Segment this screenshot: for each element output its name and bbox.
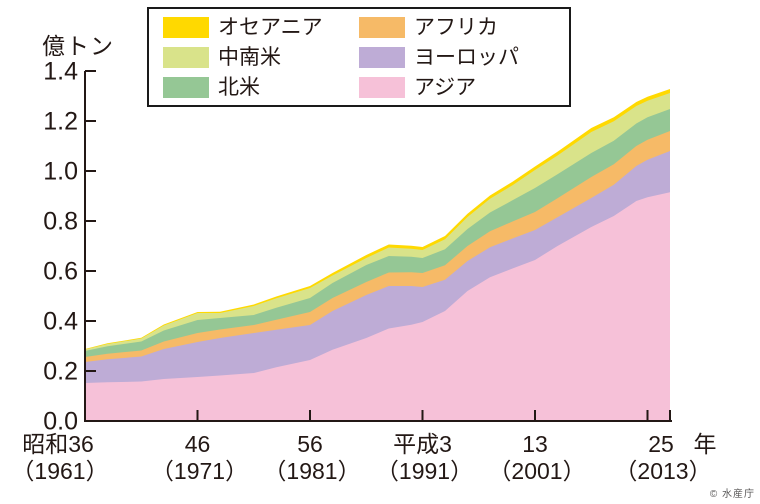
legend-swatch-central_south_america bbox=[163, 46, 209, 68]
legend-label-asia: アジア bbox=[414, 75, 477, 99]
y-tick-label-0.2: 0.2 bbox=[43, 358, 78, 386]
legend-item-oceania: オセアニア bbox=[163, 13, 359, 41]
legend-label-europe: ヨーロッパ bbox=[414, 45, 519, 69]
chart-legend: オセアニア アフリカ中南米 ヨーロッパ北米 アジア bbox=[147, 7, 571, 107]
copyright-credit: © 水産庁 bbox=[709, 489, 755, 500]
x-label-year-1961: （1961） bbox=[11, 458, 108, 484]
x-label-year-1981: （1981） bbox=[263, 458, 360, 484]
x-label-year-2013: （2013） bbox=[614, 458, 711, 484]
x-label-era-1971: 46 bbox=[185, 431, 211, 457]
x-label-year-1991: （1991） bbox=[376, 458, 473, 484]
legend-swatch-north_america bbox=[163, 76, 209, 98]
legend-item-asia: アジア bbox=[359, 73, 563, 101]
x-label-era-1991: 平成3 bbox=[393, 431, 452, 457]
y-tick-label-1.4: 1.4 bbox=[43, 58, 78, 86]
legend-label-oceania: オセアニア bbox=[218, 15, 323, 39]
legend-item-europe: ヨーロッパ bbox=[359, 43, 563, 71]
legend-swatch-europe bbox=[359, 46, 405, 68]
y-tick-label-1.2: 1.2 bbox=[43, 108, 78, 136]
y-axis-unit-label: 億トン bbox=[42, 33, 114, 59]
y-tick-label-0.0: 0.0 bbox=[43, 408, 78, 436]
area-asia bbox=[85, 192, 670, 421]
x-label-year-1971: （1971） bbox=[151, 458, 248, 484]
legend-swatch-asia bbox=[359, 76, 405, 98]
y-tick-label-0.8: 0.8 bbox=[43, 208, 78, 236]
x-label-era-2001: 13 bbox=[522, 431, 548, 457]
x-label-era-1981: 56 bbox=[297, 431, 323, 457]
x-label-year-2001: （2001） bbox=[488, 458, 585, 484]
y-tick-label-0.6: 0.6 bbox=[43, 258, 78, 286]
x-axis-unit-label: 年 bbox=[694, 431, 717, 457]
legend-swatch-africa bbox=[359, 16, 405, 38]
y-tick-label-0.4: 0.4 bbox=[43, 308, 78, 336]
axes-lines bbox=[84, 71, 672, 422]
x-label-era-1961: 昭和36 bbox=[22, 431, 94, 457]
legend-swatch-oceania bbox=[163, 16, 209, 38]
y-tick-label-1.0: 1.0 bbox=[43, 158, 78, 186]
legend-label-central_south_america: 中南米 bbox=[218, 45, 281, 69]
legend-item-north_america: 北米 bbox=[163, 73, 359, 101]
legend-item-africa: アフリカ bbox=[359, 13, 563, 41]
legend-label-north_america: 北米 bbox=[218, 75, 260, 99]
legend-label-africa: アフリカ bbox=[414, 15, 498, 39]
x-label-era-2013: 25 bbox=[648, 431, 674, 457]
legend-item-central_south_america: 中南米 bbox=[163, 43, 359, 71]
